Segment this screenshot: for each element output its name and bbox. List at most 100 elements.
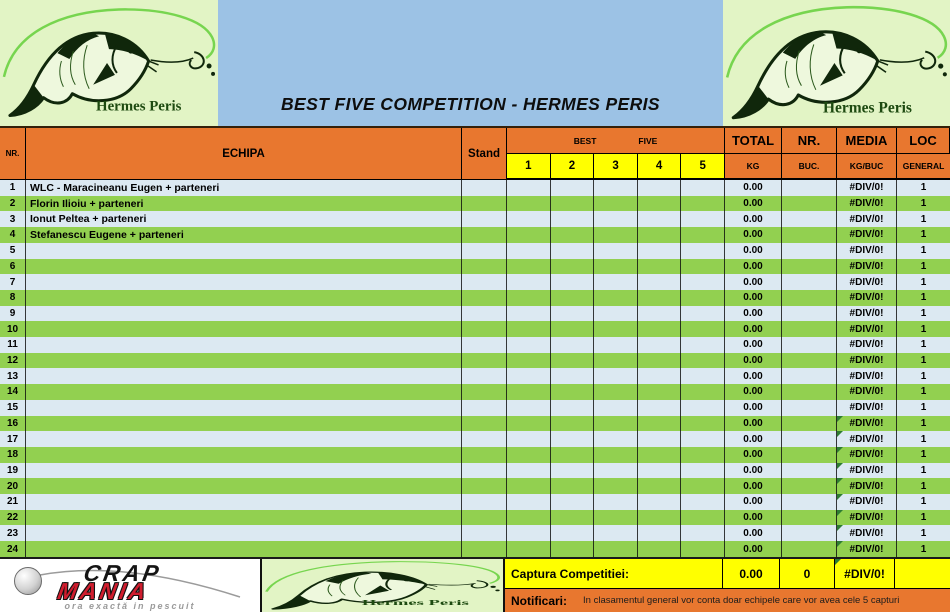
cell-b5[interactable] (681, 195, 725, 212)
cell-buc[interactable] (782, 180, 837, 196)
cell-b2[interactable] (551, 384, 595, 400)
cell-buc[interactable] (782, 399, 837, 416)
cell-b2[interactable] (551, 258, 595, 275)
cell-b4[interactable] (638, 242, 682, 259)
cell-stand[interactable] (462, 494, 508, 510)
cell-b5[interactable] (681, 337, 725, 353)
cell-echipa[interactable] (26, 384, 463, 400)
cell-b1[interactable] (507, 274, 551, 290)
cell-stand[interactable] (462, 337, 508, 353)
cell-media[interactable]: #DIV/0! (837, 337, 897, 353)
captura-total-cell[interactable]: 0.00 (722, 559, 779, 588)
cell-loc[interactable]: 1 (920, 229, 927, 241)
cell-b2[interactable] (551, 227, 595, 243)
cell-nr[interactable]: 15 (0, 399, 26, 416)
cell-b1[interactable] (507, 321, 551, 338)
cell-total[interactable]: 0.00 (725, 541, 782, 557)
cell-total[interactable]: 0.00 (725, 399, 782, 416)
cell-b4[interactable] (638, 415, 682, 432)
cell-b1[interactable] (507, 368, 551, 385)
cell-b1[interactable] (507, 242, 551, 259)
cell-echipa[interactable] (26, 258, 463, 275)
cell-b5[interactable] (681, 462, 725, 479)
cell-b5[interactable] (681, 541, 725, 557)
cell-total[interactable]: 0.00 (725, 227, 782, 243)
captura-label-cell[interactable]: Captura Competitiei: (511, 566, 630, 581)
cell-b2[interactable] (551, 478, 595, 495)
cell-nr[interactable]: 9 (0, 305, 26, 322)
cell-media[interactable]: #DIV/0! (837, 399, 897, 416)
cell-stand[interactable] (462, 195, 508, 212)
cell-b5[interactable] (681, 305, 725, 322)
col-header-best-2[interactable]: 2 (550, 154, 595, 179)
cell-nr[interactable]: 6 (0, 258, 26, 275)
col-header-best-1[interactable]: 1 (507, 154, 551, 179)
cell-buc[interactable] (782, 415, 837, 432)
cell-total[interactable]: 0.00 (725, 180, 782, 196)
cell-b3[interactable] (594, 258, 638, 275)
cell-b4[interactable] (638, 368, 682, 385)
cell-loc[interactable]: 1 (920, 323, 927, 335)
cell-b1[interactable] (507, 494, 551, 510)
cell-b3[interactable] (594, 195, 638, 212)
cell-nr[interactable]: 13 (0, 368, 26, 385)
cell-stand[interactable] (462, 462, 508, 479)
cell-b1[interactable] (507, 509, 551, 526)
cell-total[interactable]: 0.00 (725, 337, 782, 353)
cell-buc[interactable] (782, 305, 837, 322)
cell-loc[interactable]: 1 (920, 339, 927, 351)
cell-b2[interactable] (551, 195, 595, 212)
cell-total[interactable]: 0.00 (725, 384, 782, 400)
col-header-loc-sub[interactable]: GENERAL (897, 154, 950, 179)
cell-b4[interactable] (638, 227, 682, 243)
cell-b3[interactable] (594, 305, 638, 322)
cell-nr[interactable]: 4 (0, 227, 26, 243)
cell-b1[interactable] (507, 446, 551, 463)
cell-nr[interactable]: 12 (0, 352, 26, 369)
cell-echipa[interactable] (26, 352, 463, 369)
cell-total[interactable]: 0.00 (725, 352, 782, 369)
captura-media-cell[interactable]: #DIV/0! (834, 559, 894, 588)
cell-b3[interactable] (594, 494, 638, 510)
cell-media[interactable]: #DIV/0! (837, 462, 897, 479)
cell-b2[interactable] (551, 337, 595, 353)
cell-nr[interactable]: 20 (0, 478, 26, 495)
cell-stand[interactable] (462, 415, 508, 432)
cell-nr[interactable]: 11 (0, 337, 26, 353)
cell-b2[interactable] (551, 211, 595, 228)
cell-nr[interactable]: 10 (0, 321, 26, 338)
cell-b1[interactable] (507, 337, 551, 353)
cell-b3[interactable] (594, 525, 638, 542)
cell-echipa[interactable]: Florin Ilioiu + parteneri (26, 195, 463, 212)
col-header-loc[interactable]: LOC (897, 128, 950, 154)
cell-b1[interactable] (507, 462, 551, 479)
cell-b2[interactable] (551, 289, 595, 306)
cell-b1[interactable] (507, 399, 551, 416)
cell-buc[interactable] (782, 337, 837, 353)
cell-nr[interactable]: 3 (0, 211, 26, 228)
col-header-total[interactable]: TOTAL (725, 128, 782, 154)
cell-b5[interactable] (681, 509, 725, 526)
cell-b3[interactable] (594, 337, 638, 353)
cell-b1[interactable] (507, 541, 551, 557)
cell-stand[interactable] (462, 399, 508, 416)
cell-b2[interactable] (551, 431, 595, 447)
cell-buc[interactable] (782, 258, 837, 275)
cell-nr[interactable]: 21 (0, 494, 26, 510)
cell-media[interactable]: #DIV/0! (837, 274, 897, 290)
cell-media[interactable]: #DIV/0! (837, 211, 897, 228)
cell-b5[interactable] (681, 289, 725, 306)
cell-loc[interactable]: 1 (920, 527, 927, 539)
cell-stand[interactable] (462, 431, 508, 447)
cell-nr[interactable]: 19 (0, 462, 26, 479)
cell-total[interactable]: 0.00 (725, 211, 782, 228)
col-header-best-3[interactable]: 3 (594, 154, 638, 179)
cell-stand[interactable] (462, 509, 508, 526)
col-header-nr[interactable]: NR. (0, 128, 26, 179)
cell-buc[interactable] (782, 431, 837, 447)
cell-b4[interactable] (638, 541, 682, 557)
cell-b1[interactable] (507, 415, 551, 432)
cell-total[interactable]: 0.00 (725, 195, 782, 212)
cell-b5[interactable] (681, 446, 725, 463)
cell-echipa[interactable] (26, 399, 463, 416)
